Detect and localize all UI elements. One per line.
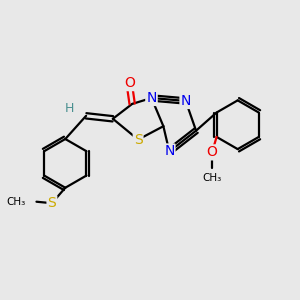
Text: N: N <box>164 145 175 158</box>
Text: N: N <box>146 91 157 105</box>
Text: CH₃: CH₃ <box>202 173 222 183</box>
Text: S: S <box>134 133 142 147</box>
Text: N: N <box>181 94 191 108</box>
Text: O: O <box>124 76 135 90</box>
Text: H: H <box>65 102 74 115</box>
Text: CH₃: CH₃ <box>7 197 26 207</box>
Text: S: S <box>47 196 56 210</box>
Text: O: O <box>207 146 218 159</box>
